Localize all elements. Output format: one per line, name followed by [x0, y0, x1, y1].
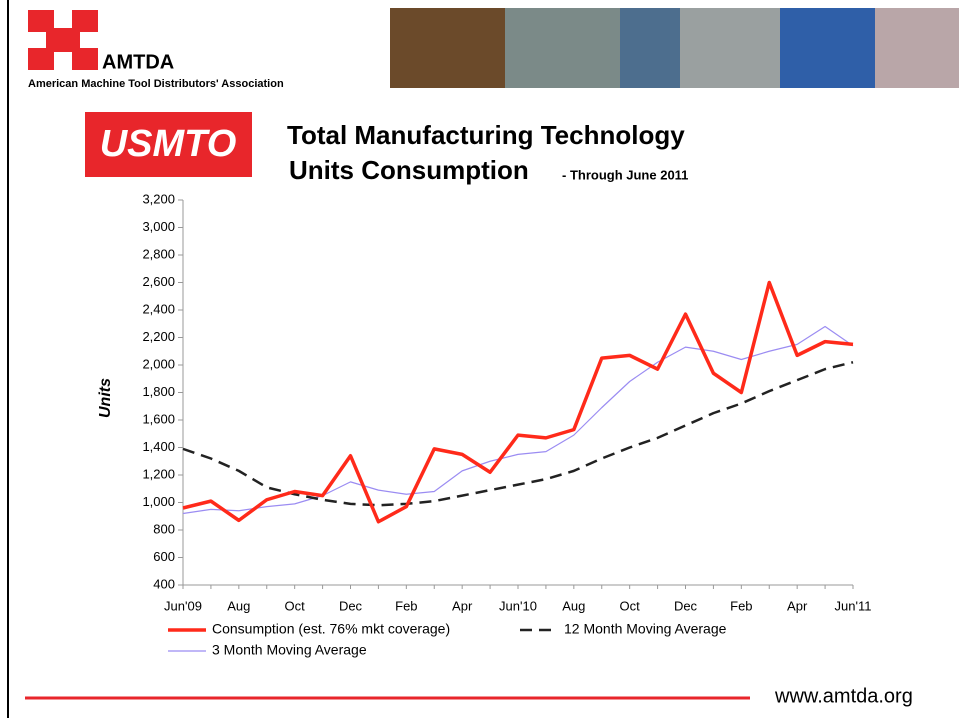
y-tick-label: 3,200 — [142, 191, 175, 206]
y-tick-label: 2,800 — [142, 246, 175, 261]
footer-url: www.amtda.org — [774, 685, 913, 707]
amtda-logo — [28, 10, 98, 70]
x-tick-label: Oct — [620, 598, 641, 613]
legend-label: Consumption (est. 76% mkt coverage) — [212, 621, 450, 637]
y-tick-label: 800 — [153, 521, 175, 536]
y-tick-label: 400 — [153, 576, 175, 591]
chart-subtitle: - Through June 2011 — [562, 167, 688, 182]
org-name: American Machine Tool Distributors' Asso… — [28, 78, 284, 90]
legend-label: 12 Month Moving Average — [564, 621, 727, 637]
chart-title: Total Manufacturing Technology — [287, 120, 685, 150]
y-tick-label: 2,200 — [142, 329, 175, 344]
x-tick-label: Dec — [674, 598, 698, 613]
x-tick-label: Jun'11 — [835, 598, 872, 613]
y-tick-label: 1,600 — [142, 411, 175, 426]
y-tick-label: 1,200 — [142, 466, 175, 481]
y-tick-label: 3,000 — [142, 219, 175, 234]
y-tick-label: 1,400 — [142, 439, 175, 454]
y-tick-label: 1,000 — [142, 494, 175, 509]
y-tick-label: 1,800 — [142, 384, 175, 399]
series-line — [182, 361, 854, 507]
logo-text: AMTDA — [102, 51, 174, 73]
x-tick-label: Jun'10 — [499, 598, 537, 613]
x-tick-label: Apr — [452, 598, 473, 613]
x-tick-label: Jun'09 — [164, 598, 202, 613]
x-tick-label: Dec — [339, 598, 363, 613]
legend-label: 3 Month Moving Average — [212, 642, 367, 658]
y-tick-label: 2,400 — [142, 301, 175, 316]
y-tick-label: 600 — [153, 549, 175, 564]
series-line — [182, 325, 854, 515]
photo-strip — [390, 8, 959, 88]
y-tick-label: 2,600 — [142, 274, 175, 289]
x-tick-label: Oct — [285, 598, 306, 613]
usmto-badge — [85, 112, 252, 177]
series-line — [182, 280, 854, 524]
y-tick-label: 2,000 — [142, 356, 175, 371]
usmto-text: USMTO — [100, 123, 237, 165]
x-tick-label: Apr — [787, 598, 808, 613]
x-tick-label: Aug — [562, 598, 585, 613]
x-tick-label: Feb — [395, 598, 417, 613]
chart-title: Units Consumption — [289, 155, 529, 185]
x-tick-label: Feb — [730, 598, 752, 613]
y-axis-label: Units — [97, 378, 114, 418]
x-tick-label: Aug — [227, 598, 250, 613]
